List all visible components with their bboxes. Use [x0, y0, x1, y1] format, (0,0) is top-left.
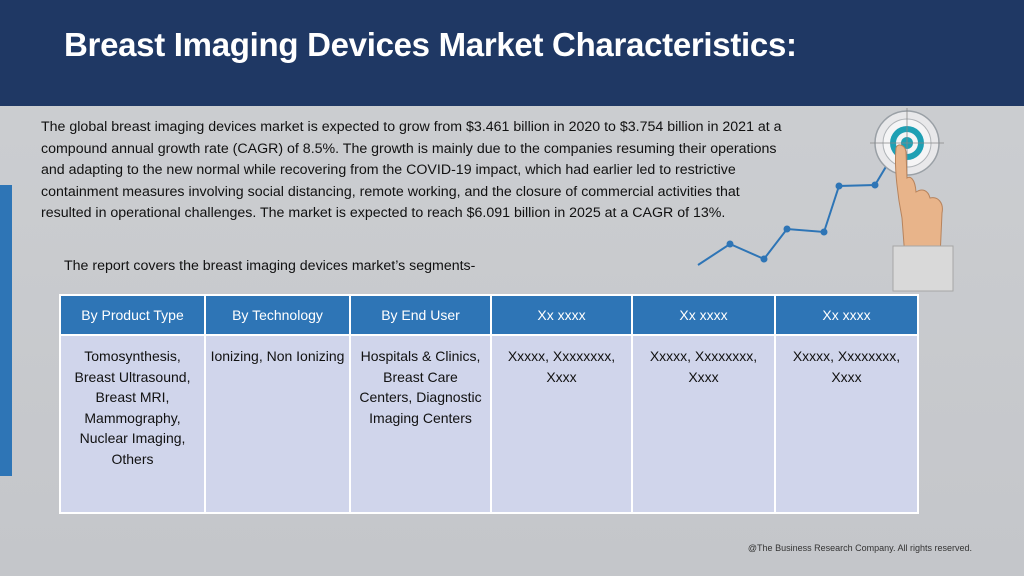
- col-header-placeholder-1: Xx xxxx: [490, 294, 633, 336]
- col-header-placeholder-2: Xx xxxx: [631, 294, 776, 336]
- growth-target-illustration: [697, 108, 954, 292]
- left-accent-bar: [0, 185, 12, 476]
- segments-intro: The report covers the breast imaging dev…: [64, 258, 476, 274]
- col-header-technology: By Technology: [204, 294, 351, 336]
- page-title: Breast Imaging Devices Market Characteri…: [64, 26, 797, 63]
- growth-line-chart-icon: [697, 154, 894, 266]
- col-header-end-user: By End User: [349, 294, 492, 336]
- cell-technology: Ionizing, Non Ionizing: [204, 334, 351, 514]
- copyright-footer: @The Business Research Company. All righ…: [747, 543, 972, 553]
- table-header-row: By Product Type By Technology By End Use…: [59, 294, 919, 336]
- title-bar: Breast Imaging Devices Market Characteri…: [0, 0, 1024, 106]
- col-header-product-type: By Product Type: [59, 294, 206, 336]
- table-row: Tomosynthesis, Breast Ultrasound, Breast…: [59, 334, 919, 514]
- segments-table: By Product Type By Technology By End Use…: [59, 294, 919, 514]
- cell-placeholder-2: Xxxxx, Xxxxxxxx, Xxxx: [631, 334, 776, 514]
- cell-placeholder-3: Xxxxx, Xxxxxxxx, Xxxx: [774, 334, 919, 514]
- cell-placeholder-1: Xxxxx, Xxxxxxxx, Xxxx: [490, 334, 633, 514]
- col-header-placeholder-3: Xx xxxx: [774, 294, 919, 336]
- pointing-hand-icon: [892, 144, 954, 292]
- cell-end-user: Hospitals & Clinics, Breast Care Centers…: [349, 334, 492, 514]
- market-description: The global breast imaging devices market…: [41, 119, 782, 221]
- cell-product-type: Tomosynthesis, Breast Ultrasound, Breast…: [59, 334, 206, 514]
